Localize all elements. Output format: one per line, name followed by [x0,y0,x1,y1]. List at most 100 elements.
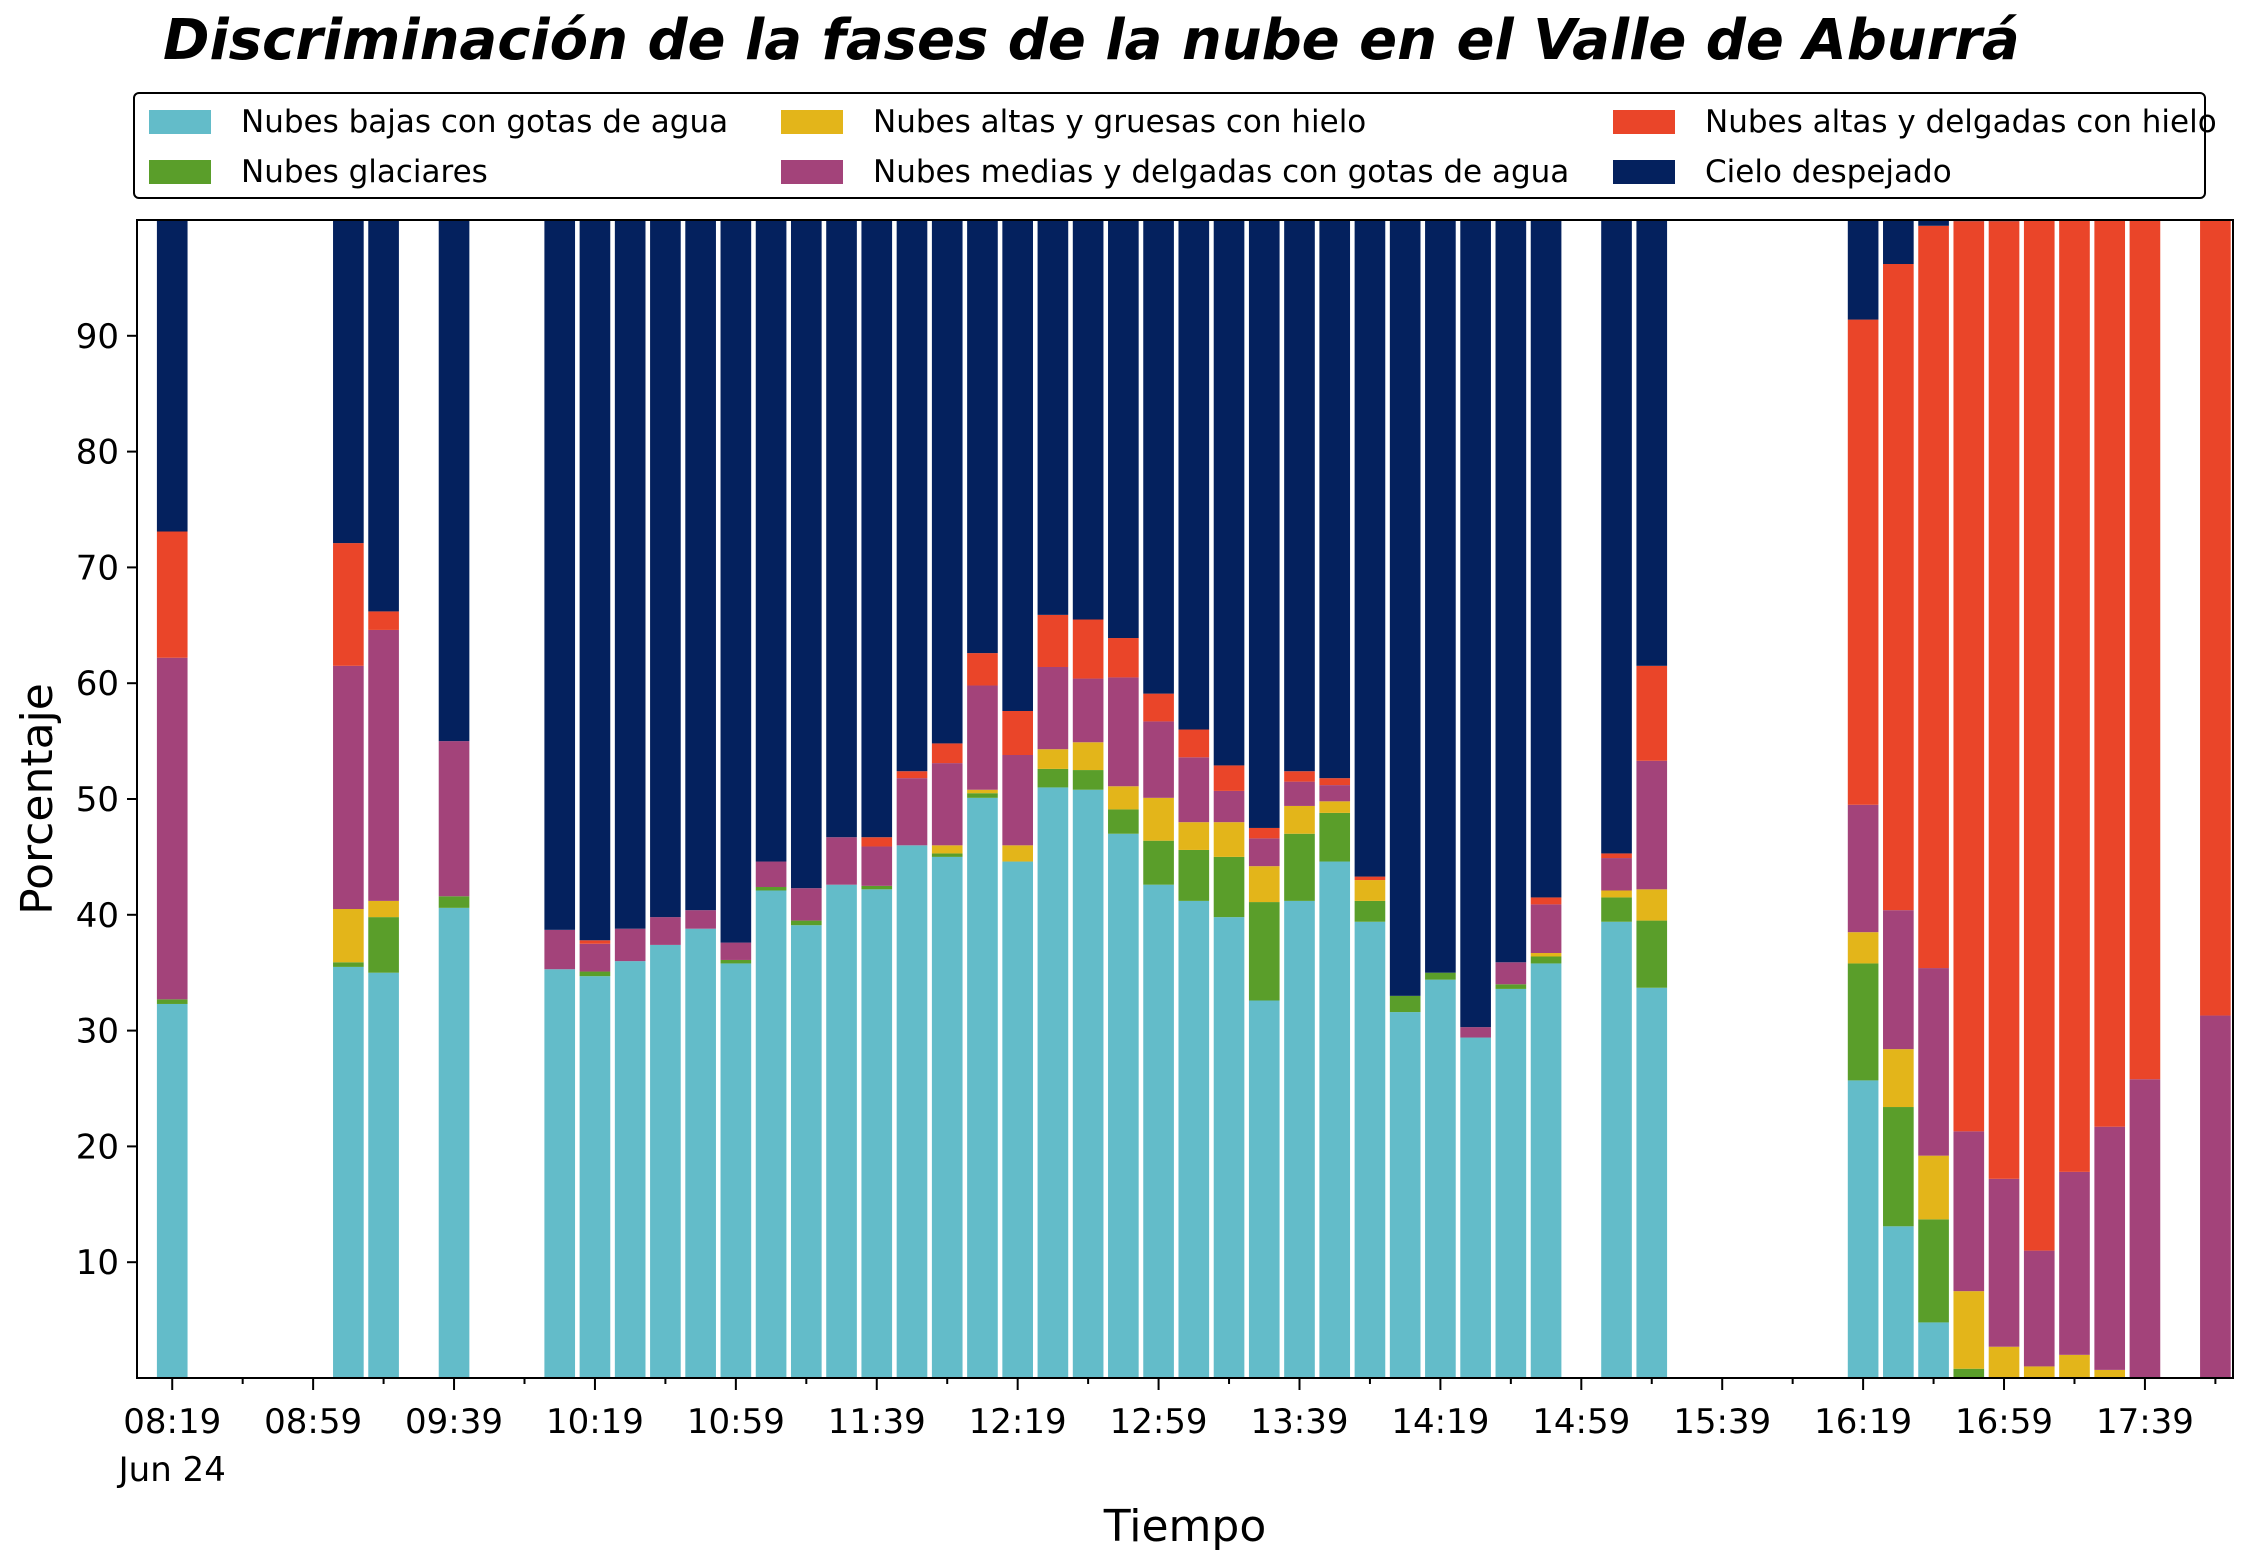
bar-segment [685,910,716,929]
bar-segment [1988,221,2020,1179]
bar-segment [438,907,470,1378]
bar-segment [333,962,364,967]
bar-segment [1953,1291,1985,1369]
x-tick-label: 10:59 [687,1402,785,1442]
bar-segment [1319,220,1351,779]
bar-segment [1108,833,1139,1378]
y-tick-label: 80 [76,433,119,473]
bar-segment [1530,220,1562,898]
bar-segment [438,741,470,897]
bar-segment [650,917,681,945]
bar-segment [1002,845,1033,862]
bar-segment [1072,678,1104,743]
bar-segment [1143,721,1174,798]
legend-label: Cielo despejado [1705,154,1952,190]
bar-segment [579,976,611,1378]
bar-segment [1108,677,1139,787]
bar-segment [967,685,998,790]
bar-segment [1178,757,1210,823]
bar-segment [1530,897,1562,905]
bar-segment [1319,801,1351,813]
bar-segment [1918,1322,1949,1378]
x-tick-label: 09:39 [405,1402,503,1442]
bar-segment [1248,838,1280,867]
bar-segment [650,220,681,918]
bar-segment [1037,749,1069,769]
bar-segment [931,763,963,846]
bar-segment [1636,920,1668,988]
x-axis: 08:19 08:59 09:39 10:19 10:59 11:39 12:19 12:59… [123,1378,2217,1442]
x-axis-title: Tiempo [1103,1501,1267,1552]
bar-segment [790,920,822,926]
bar-segment [967,220,998,654]
bar-segment [1213,220,1245,766]
bar-segment [967,797,998,1378]
bar-segment [1918,1155,1949,1220]
bar-segment [685,220,716,911]
bar-segment [1988,1178,2020,1347]
bar-segment [1178,822,1210,850]
y-tick-label: 40 [76,896,119,936]
y-tick-label: 60 [76,664,119,704]
bar-segment [333,543,364,666]
bar-segment [720,963,752,1378]
bar-segment [1847,1080,1879,1378]
x-tick-label: 14:19 [1391,1402,1489,1442]
bar-segment [1002,754,1033,846]
bar-segment [650,944,681,1378]
bar-segment [333,966,364,1378]
bar-segment [333,665,364,910]
x-tick-label: 11:39 [828,1402,926,1442]
x-tick-label: 15:39 [1673,1402,1771,1442]
bar-segment [1530,904,1562,954]
bar-segment [1248,866,1280,903]
y-tick-label: 20 [76,1127,119,1167]
bar-segment [1037,666,1069,750]
bar-segment [1319,785,1351,802]
bar-segment [1072,220,1104,620]
bar-segment [1037,768,1069,788]
bar-segment [755,890,787,1378]
y-tick-label: 50 [76,780,119,820]
bar-segment [1495,988,1527,1378]
bar-segment [2023,220,2055,1251]
bar-segment [931,845,963,854]
x-tick-label: 12:19 [969,1402,1067,1442]
bar-segment [790,888,822,921]
bar-segment [1601,890,1632,898]
bar-segment [1953,1131,1985,1292]
bar-segment [1213,856,1245,918]
bar-segment [544,929,576,970]
bar-segment [755,887,787,891]
y-axis: 10 20 30 40 50 60 70 80 90 [76,317,137,1283]
bar-segment [1354,876,1386,881]
bar-segment [1530,956,1562,964]
x-date-label: Jun 24 [117,1450,226,1490]
bar-segment [1953,1368,1985,1378]
bar-segment [1178,849,1210,901]
bar-segment [1178,900,1210,1378]
legend-swatch [1613,110,1675,134]
bar-segment [579,971,611,977]
bar-segment [1495,220,1527,963]
legend-swatch [1613,160,1675,184]
legend-label: Nubes altas y gruesas con hielo [873,104,1367,140]
bar-segment [1178,220,1210,730]
y-tick-label: 90 [76,317,119,357]
bar-segment [1883,1049,1914,1108]
legend-item-nubes-altas-delgadas: Nubes altas y delgadas con hielo [1613,102,2217,142]
bar-segment [1284,220,1315,772]
x-tick-label: 13:39 [1250,1402,1348,1442]
bar-segment [1178,729,1210,758]
bar-segment [1284,833,1315,901]
bar-segment [1601,897,1632,922]
bar-segment [1213,765,1245,791]
plot-frame [136,219,2234,1379]
bar-segment [896,771,928,779]
bar-segment [1284,900,1315,1378]
bar-segment [368,900,399,918]
bar-segment [368,917,399,973]
bar-segment [1072,742,1104,771]
bar-segment [1636,665,1668,761]
bar-segment [1284,805,1315,834]
